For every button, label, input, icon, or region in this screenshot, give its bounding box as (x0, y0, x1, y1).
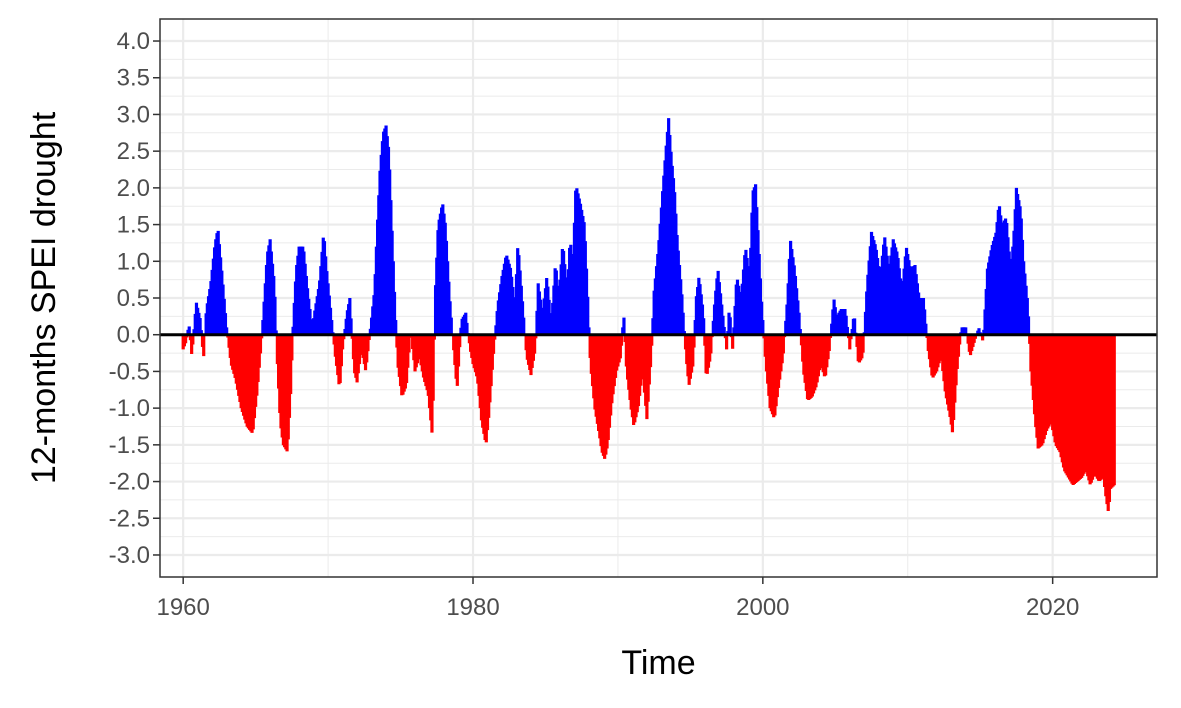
y-tick-label: 1.5 (117, 212, 150, 239)
y-axis-title: 12-months SPEI drought (25, 111, 63, 484)
axes: -3.0 -2.5 -2.0 -1.5 -1.0 -0.5 0.0 0.5 1.0 1.5 2.0 2… (109, 28, 1080, 621)
y-tick-label: 1.0 (117, 248, 150, 275)
x-tick-label: 2020 (1026, 594, 1079, 621)
y-tick-label: -2.0 (109, 469, 150, 496)
y-tick-label: -2.5 (109, 505, 150, 532)
y-tick-label: 3.0 (117, 101, 150, 128)
x-tick-label: 2000 (736, 594, 789, 621)
y-tick-label: -1.5 (109, 432, 150, 459)
bars (181, 118, 1116, 512)
x-tick-label: 1980 (446, 594, 499, 621)
y-tick-label: -3.0 (109, 542, 150, 569)
y-tick-label: 4.0 (117, 28, 150, 55)
y-tick-label: 2.5 (117, 138, 150, 165)
x-axis-title: Time (621, 644, 695, 682)
x-tick-label: 1960 (156, 594, 209, 621)
y-tick-label: 3.5 (117, 65, 150, 92)
y-tick-label: -1.0 (109, 395, 150, 422)
y-tick-label: -0.5 (109, 358, 150, 385)
y-tick-label: 2.0 (117, 175, 150, 202)
y-tick-label: 0.5 (117, 285, 150, 312)
y-tick-label: 0.0 (117, 322, 150, 349)
